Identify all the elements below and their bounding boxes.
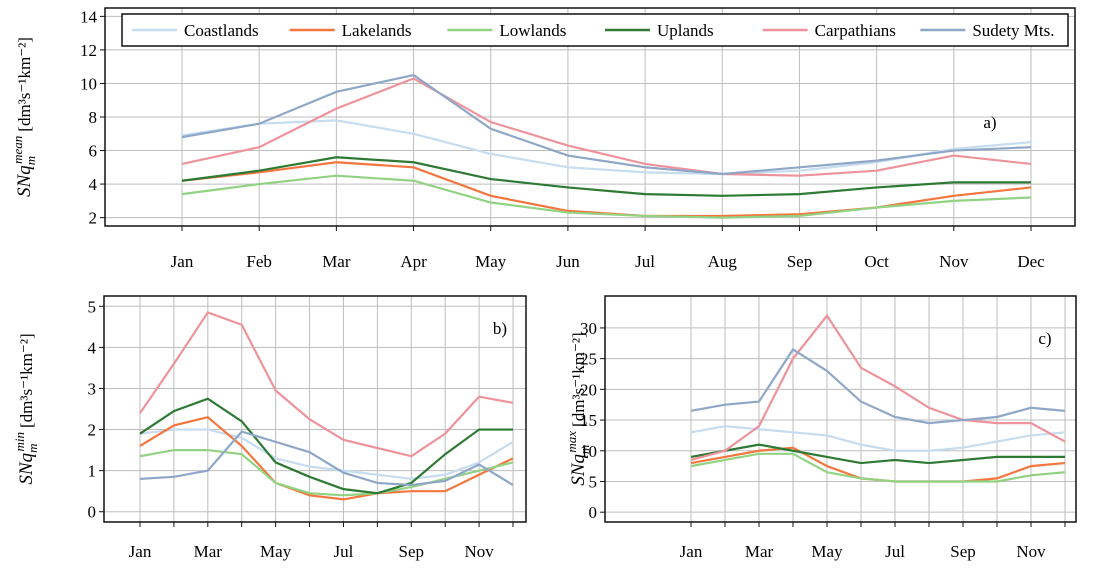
x-tick-label: Jun <box>556 252 580 271</box>
series-line <box>690 347 1066 425</box>
y-tick-label: 12 <box>80 41 97 60</box>
y-tick-label: 2 <box>89 209 98 228</box>
y-axis-label: SNqmmean [dm³s⁻¹km⁻²] <box>10 37 38 197</box>
series-line <box>139 416 514 501</box>
panel-annotation: a) <box>983 113 996 132</box>
y-label-sub: m <box>25 444 40 453</box>
plot-frame <box>604 295 1077 523</box>
x-tick-label: Jul <box>885 542 905 561</box>
series-line <box>139 397 513 495</box>
x-tick-label: Jan <box>680 542 703 561</box>
y-tick-label: 6 <box>89 142 98 161</box>
legend-label: Lowlands <box>499 21 566 40</box>
x-tick-label: Mar <box>194 542 223 561</box>
series-line <box>690 446 1066 483</box>
y-tick-label: 10 <box>80 74 97 93</box>
y-label-sup: mean <box>10 136 25 164</box>
y-tick-label: 5 <box>589 472 598 491</box>
x-tick-label: May <box>811 542 843 561</box>
x-tick-label: Jan <box>171 252 194 271</box>
y-tick-label: 30 <box>580 319 597 338</box>
x-tick-label: Jan <box>129 542 152 561</box>
legend-box <box>121 13 1069 47</box>
y-tick-label: 3 <box>88 379 97 398</box>
y-label-unit: [dm³s⁻¹km⁻²] <box>15 37 34 132</box>
x-tick-label: Sep <box>950 542 976 561</box>
y-tick-label: 5 <box>88 297 97 316</box>
y-tick-label: 20 <box>580 380 597 399</box>
series-line <box>690 452 1066 483</box>
series-line <box>181 77 1032 177</box>
legend-label: Uplands <box>657 21 714 40</box>
panel: 0 5 10 15 20 25 30 Jan Mar May Jul Sep Nov c) SNqmmax [… <box>564 295 1077 561</box>
y-label-sub: m <box>577 445 592 454</box>
y-label-base: SNq <box>568 454 589 486</box>
y-tick-label: 2 <box>88 421 97 440</box>
y-tick-label: 25 <box>580 350 597 369</box>
y-tick-label: 0 <box>589 503 598 522</box>
y-tick-label: 14 <box>80 7 98 26</box>
x-tick-label: May <box>260 542 292 561</box>
series-line <box>690 313 1066 462</box>
series-line <box>181 73 1032 176</box>
series-line <box>690 443 1065 465</box>
series-line <box>139 430 514 487</box>
x-tick-label: Jul <box>334 542 354 561</box>
x-tick-label: Mar <box>322 252 351 271</box>
panel-annotation: b) <box>493 319 507 338</box>
series-line <box>690 425 1066 452</box>
x-tick-label: Aug <box>708 252 738 271</box>
panel: 2 4 6 8 10 12 14 Jan Feb Mar Apr May Jun Jul Aug Sep Oct… <box>10 7 1076 271</box>
legend-label: Lakelands <box>342 21 412 40</box>
y-label-unit: [dm³s⁻¹km⁻²] <box>17 333 36 428</box>
y-label-sup: max <box>564 431 579 453</box>
y-tick-label: 10 <box>580 442 597 461</box>
series-line <box>139 428 514 480</box>
y-axis-label: SNqmmin [dm³s⁻¹km⁻²] <box>12 333 40 484</box>
y-label-unit: [dm³s⁻¹km⁻²] <box>569 332 588 427</box>
y-label-sub: m <box>23 156 38 165</box>
y-tick-label: 4 <box>89 175 98 194</box>
y-label-sup: min <box>12 432 27 452</box>
y-tick-label: 15 <box>580 411 597 430</box>
y-label-base: SNq <box>16 452 37 484</box>
x-tick-label: Sep <box>787 252 813 271</box>
x-tick-label: Dec <box>1017 252 1045 271</box>
y-tick-label: 8 <box>89 108 98 127</box>
legend-label: Sudety Mts. <box>972 21 1054 40</box>
panel: 0 1 2 3 4 5 Jan Mar May Jul Sep Nov b) SNqmmin [dm³s⁻¹… <box>12 295 527 561</box>
x-tick-label: May <box>475 252 507 271</box>
series-line <box>139 311 514 458</box>
plot-frame <box>104 7 1076 227</box>
legend-label: Carpathians <box>815 21 896 40</box>
plot-frame <box>103 295 527 523</box>
series-line <box>181 174 1032 219</box>
x-tick-label: Jul <box>635 252 655 271</box>
y-tick-label: 0 <box>88 503 97 522</box>
legend-label: Coastlands <box>184 21 259 40</box>
x-tick-label: Oct <box>864 252 889 271</box>
series-line <box>181 156 1031 197</box>
x-tick-label: Nov <box>939 252 969 271</box>
x-tick-label: Feb <box>246 252 272 271</box>
panel-annotation: c) <box>1038 329 1051 348</box>
y-axis-label: SNqmmax [dm³s⁻¹km⁻²] <box>564 332 592 485</box>
x-tick-label: Nov <box>1016 542 1046 561</box>
x-tick-label: Mar <box>745 542 774 561</box>
y-tick-label: 1 <box>88 462 97 481</box>
x-tick-label: Nov <box>464 542 494 561</box>
x-tick-label: Sep <box>399 542 425 561</box>
x-tick-label: Apr <box>400 252 427 271</box>
series-line <box>181 119 1032 176</box>
y-label-base: SNq <box>14 165 35 197</box>
y-tick-label: 4 <box>88 338 97 357</box>
